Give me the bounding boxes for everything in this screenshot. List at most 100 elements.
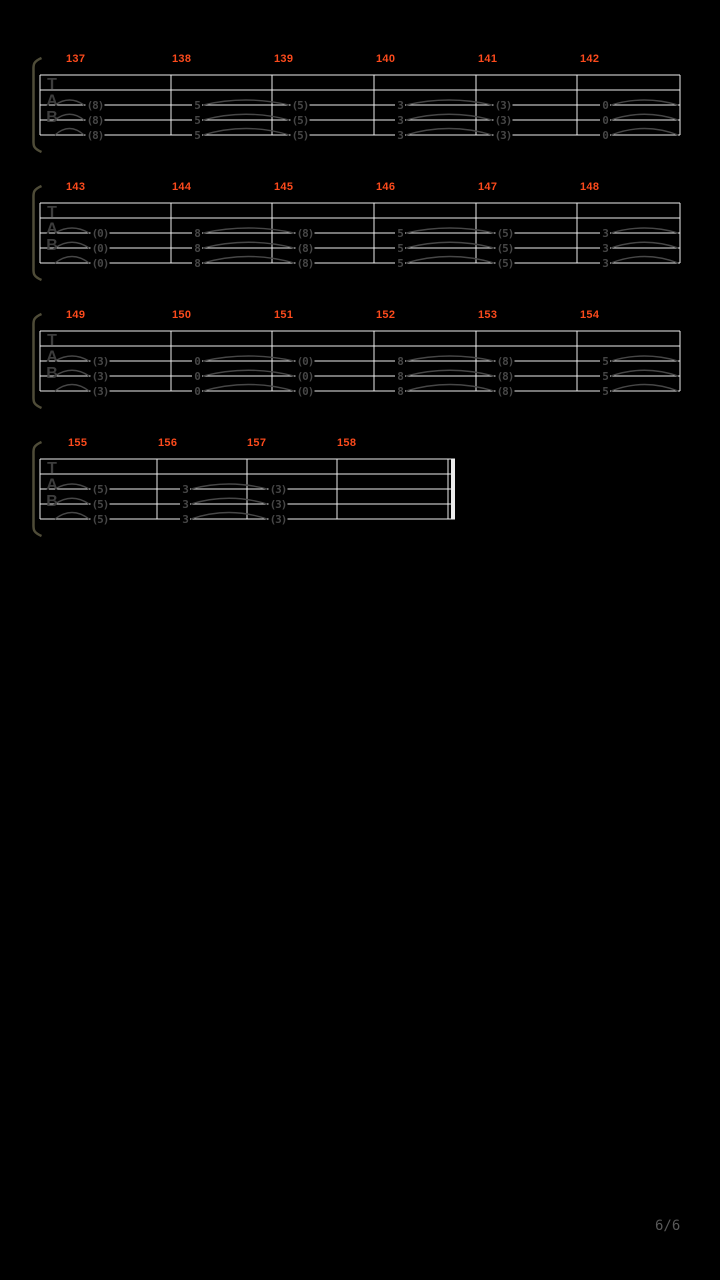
fret-note: (0) bbox=[297, 370, 314, 383]
note-backing bbox=[295, 354, 315, 368]
note-backing bbox=[295, 226, 315, 240]
note-backing bbox=[192, 384, 202, 398]
note-backing bbox=[85, 128, 105, 142]
fret-note: 8 bbox=[194, 257, 200, 270]
note-backing bbox=[600, 98, 610, 112]
note-backing bbox=[600, 226, 610, 240]
note-backing bbox=[90, 354, 110, 368]
note-backing bbox=[192, 256, 202, 270]
measure-number: 151 bbox=[274, 309, 293, 321]
measure-number: 141 bbox=[478, 53, 497, 65]
fret-note: (8) bbox=[297, 257, 314, 270]
tie-arc bbox=[405, 383, 495, 392]
fret-note: (8) bbox=[297, 227, 314, 240]
system-bracket bbox=[32, 312, 43, 410]
tie-arc bbox=[54, 227, 90, 234]
fret-note: 3 bbox=[397, 129, 403, 142]
tie-arc bbox=[202, 241, 295, 249]
fret-note: (0) bbox=[297, 355, 314, 368]
note-backing bbox=[90, 241, 110, 255]
note-backing bbox=[295, 384, 315, 398]
fret-note: 3 bbox=[602, 257, 608, 270]
measure-number: 140 bbox=[376, 53, 395, 65]
fret-note: (3) bbox=[270, 483, 287, 496]
note-backing bbox=[395, 354, 405, 368]
fret-note: (0) bbox=[297, 385, 314, 398]
tab-clef-letter: T bbox=[47, 204, 57, 221]
measure-number: 139 bbox=[274, 53, 293, 65]
note-backing bbox=[495, 226, 515, 240]
note-backing bbox=[493, 113, 513, 127]
measure-number: 142 bbox=[580, 53, 599, 65]
note-backing bbox=[600, 128, 610, 142]
tie-arc bbox=[54, 241, 90, 249]
note-backing bbox=[395, 226, 405, 240]
fret-note: 0 bbox=[194, 355, 200, 368]
fret-note: 8 bbox=[397, 385, 403, 398]
measure-number: 144 bbox=[172, 181, 192, 193]
fret-note: 5 bbox=[602, 355, 608, 368]
note-backing bbox=[192, 113, 202, 127]
note-backing bbox=[290, 128, 310, 142]
fret-note: (8) bbox=[87, 114, 104, 127]
tie-arc bbox=[54, 99, 85, 106]
fret-note: 0 bbox=[194, 370, 200, 383]
fret-note: 5 bbox=[397, 242, 403, 255]
tie-arc bbox=[190, 483, 268, 490]
fret-note: (0) bbox=[92, 227, 109, 240]
measure-number: 158 bbox=[337, 437, 356, 449]
system-bracket bbox=[32, 184, 43, 282]
fret-note: 0 bbox=[602, 129, 608, 142]
tab-clef-letter: T bbox=[47, 76, 57, 93]
fret-note: 3 bbox=[182, 498, 188, 511]
fret-note: (5) bbox=[92, 513, 109, 526]
tie-arc bbox=[405, 241, 495, 249]
tie-arc bbox=[54, 383, 90, 392]
tie-arc bbox=[610, 127, 679, 136]
note-backing bbox=[600, 256, 610, 270]
note-backing bbox=[395, 113, 405, 127]
fret-note: (8) bbox=[497, 385, 514, 398]
measure-number: 153 bbox=[478, 309, 497, 321]
page-indicator: 6/6 bbox=[655, 1218, 681, 1234]
note-backing bbox=[192, 241, 202, 255]
note-backing bbox=[395, 241, 405, 255]
measure-number: 143 bbox=[66, 181, 85, 193]
fret-note: (8) bbox=[87, 99, 104, 112]
measure-number: 146 bbox=[376, 181, 395, 193]
note-backing bbox=[600, 369, 610, 383]
tie-arc bbox=[610, 113, 679, 121]
fret-note: 3 bbox=[602, 227, 608, 240]
fret-note: (8) bbox=[497, 355, 514, 368]
tie-arc bbox=[202, 127, 290, 136]
note-backing bbox=[395, 256, 405, 270]
fret-note: 5 bbox=[194, 114, 200, 127]
tie-arc bbox=[202, 113, 290, 121]
tab-system-3: TAB 149 150 151 152 153 154 (3) (3) (3) 0 0 0 (0) (0) (… bbox=[32, 309, 681, 410]
note-backing bbox=[600, 241, 610, 255]
fret-note: (0) bbox=[92, 257, 109, 270]
note-backing bbox=[180, 482, 190, 496]
note-backing bbox=[268, 497, 288, 511]
tie-arc bbox=[54, 511, 90, 520]
note-backing bbox=[290, 98, 310, 112]
tie-arc bbox=[405, 255, 495, 264]
note-backing bbox=[192, 128, 202, 142]
note-backing bbox=[192, 226, 202, 240]
fret-note: 3 bbox=[182, 483, 188, 496]
fret-note: (5) bbox=[92, 498, 109, 511]
tie-arc bbox=[610, 255, 679, 264]
fret-note: 8 bbox=[194, 227, 200, 240]
note-backing bbox=[495, 369, 515, 383]
fret-note: (3) bbox=[92, 355, 109, 368]
fret-note: 8 bbox=[397, 355, 403, 368]
fret-note: 0 bbox=[194, 385, 200, 398]
tie-arc bbox=[54, 369, 90, 377]
tie-arc bbox=[610, 369, 679, 377]
system-bracket bbox=[32, 440, 43, 538]
fret-note: (3) bbox=[92, 370, 109, 383]
note-backing bbox=[495, 256, 515, 270]
fret-note: 5 bbox=[602, 385, 608, 398]
